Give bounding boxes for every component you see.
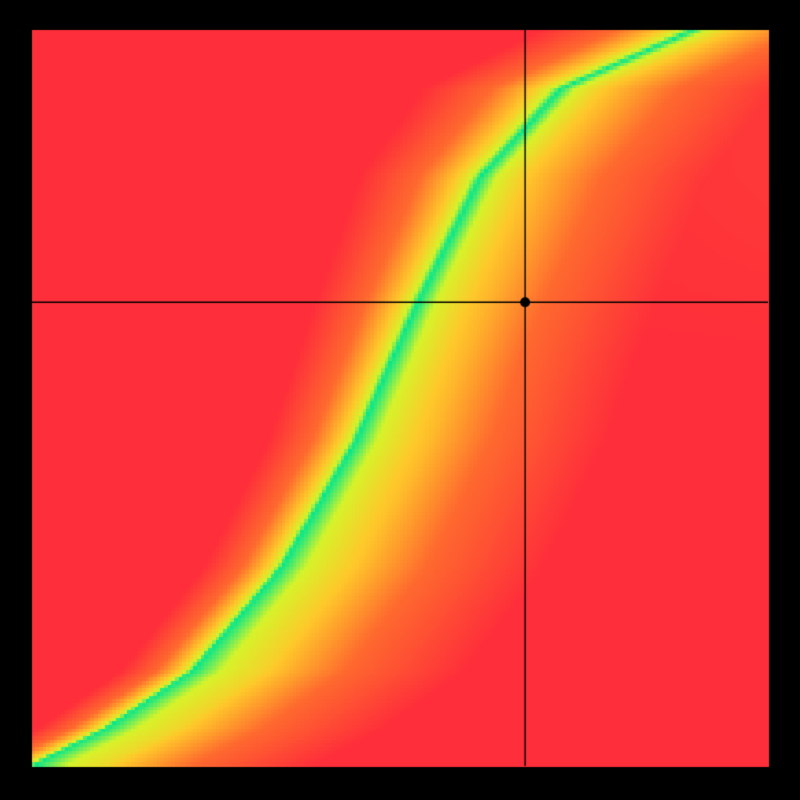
heatmap-plot [0, 0, 800, 800]
chart-container: TheBottleneck.com [0, 0, 800, 800]
